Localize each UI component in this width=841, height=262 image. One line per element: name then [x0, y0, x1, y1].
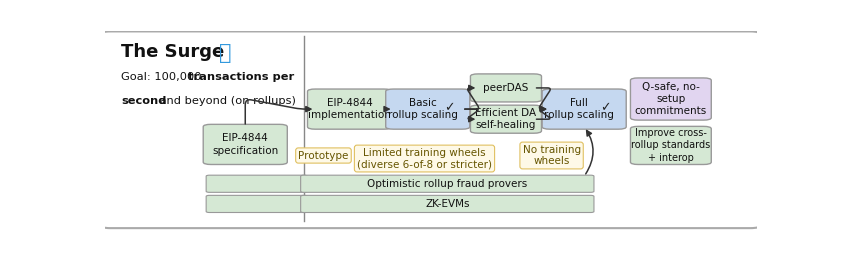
- Text: ZK-EVMs: ZK-EVMs: [425, 199, 469, 209]
- FancyBboxPatch shape: [308, 89, 392, 129]
- Text: Improve cross-
rollup standards
+ interop: Improve cross- rollup standards + intero…: [632, 128, 711, 163]
- Text: Limited training wheels
(diverse 6-of-8 or stricter): Limited training wheels (diverse 6-of-8 …: [357, 148, 492, 169]
- Text: Full
rollup scaling: Full rollup scaling: [544, 98, 614, 120]
- Text: EIP-4844
implementation: EIP-4844 implementation: [308, 98, 391, 120]
- Text: 🌊: 🌊: [220, 42, 231, 63]
- FancyBboxPatch shape: [470, 105, 542, 133]
- Text: transactions per: transactions per: [188, 72, 294, 82]
- Text: second: second: [121, 96, 167, 106]
- FancyBboxPatch shape: [206, 195, 307, 212]
- Text: Efficient DA
self-healing: Efficient DA self-healing: [475, 108, 537, 130]
- Text: Optimistic rollup fraud provers: Optimistic rollup fraud provers: [368, 179, 527, 189]
- FancyBboxPatch shape: [101, 31, 760, 228]
- Text: Goal: 100,000: Goal: 100,000: [121, 72, 205, 82]
- FancyBboxPatch shape: [542, 89, 627, 129]
- Text: Q-safe, no-
setup
commitments: Q-safe, no- setup commitments: [635, 82, 707, 116]
- FancyBboxPatch shape: [386, 89, 470, 129]
- FancyBboxPatch shape: [631, 78, 711, 120]
- FancyBboxPatch shape: [301, 195, 594, 212]
- FancyBboxPatch shape: [301, 175, 594, 192]
- Text: Basic
rollup scaling: Basic rollup scaling: [388, 98, 458, 120]
- Text: peerDAS: peerDAS: [484, 83, 529, 93]
- Text: ✓: ✓: [600, 102, 611, 114]
- Text: The Surge: The Surge: [121, 42, 225, 61]
- Text: ✓: ✓: [444, 102, 454, 114]
- Text: No training
wheels: No training wheels: [522, 145, 580, 166]
- FancyBboxPatch shape: [631, 126, 711, 165]
- Text: Prototype: Prototype: [299, 150, 349, 161]
- FancyBboxPatch shape: [206, 175, 307, 192]
- FancyBboxPatch shape: [470, 74, 542, 102]
- Text: and beyond (on rollups): and beyond (on rollups): [156, 96, 296, 106]
- FancyBboxPatch shape: [204, 124, 288, 165]
- Text: EIP-4844
specification: EIP-4844 specification: [212, 133, 278, 156]
